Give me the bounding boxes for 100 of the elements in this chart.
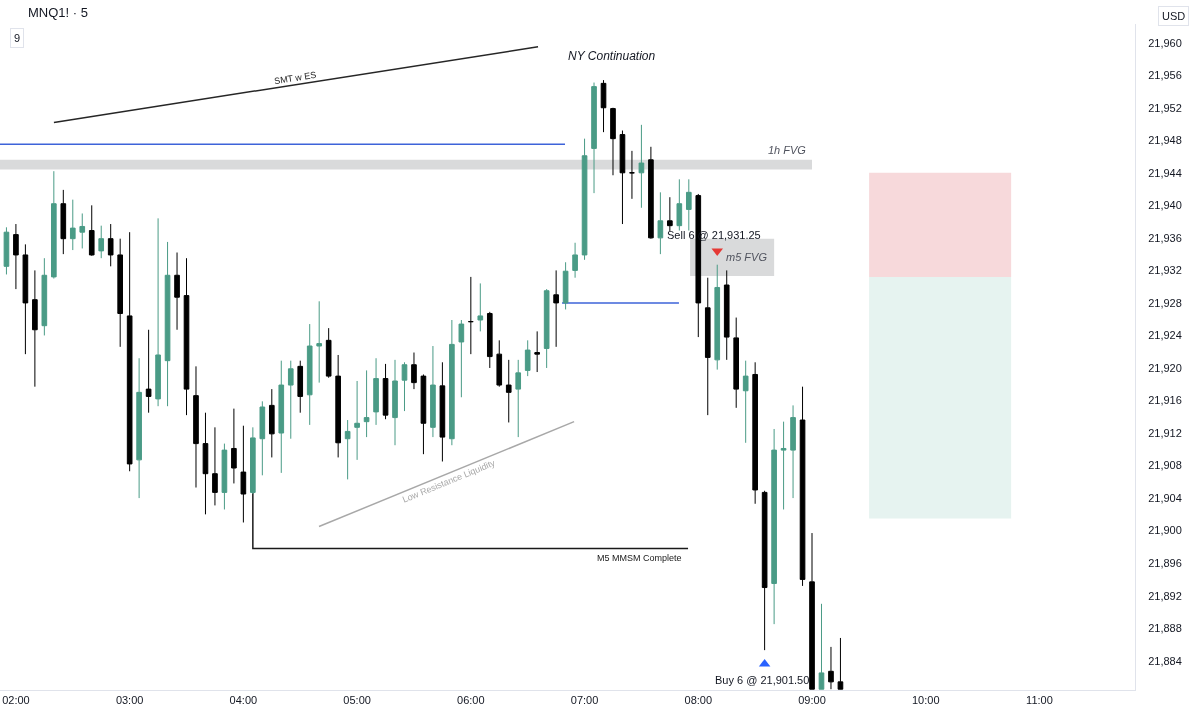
candlestick bbox=[638, 124, 645, 209]
candlestick bbox=[193, 365, 199, 489]
candlestick bbox=[610, 107, 616, 176]
x-tick-label: 08:00 bbox=[684, 694, 713, 707]
annotation: Buy 6 @ 21,901.50 bbox=[715, 674, 810, 686]
candlestick bbox=[392, 359, 398, 446]
candlestick bbox=[316, 300, 323, 384]
series-label: M5 MMSM Complete bbox=[597, 553, 682, 563]
candlestick bbox=[268, 388, 275, 458]
x-tick-label: 04:00 bbox=[229, 694, 258, 707]
y-tick-label: 21,936 bbox=[1148, 231, 1182, 244]
candlestick bbox=[486, 311, 493, 369]
text: SMT w ES bbox=[273, 69, 317, 87]
y-tick-label: 21,956 bbox=[1148, 69, 1182, 82]
candlestick bbox=[126, 231, 133, 472]
candlestick bbox=[411, 352, 417, 390]
candlestick bbox=[401, 361, 408, 412]
candlestick bbox=[155, 217, 161, 407]
y-tick-label: 21,924 bbox=[1148, 329, 1182, 342]
candlestick bbox=[430, 345, 436, 438]
candlestick bbox=[648, 146, 654, 240]
candlestick bbox=[790, 404, 796, 499]
y-tick-label: 21,920 bbox=[1148, 361, 1182, 374]
candlestick bbox=[828, 646, 834, 690]
candlestick bbox=[212, 426, 218, 506]
candlestick bbox=[809, 532, 815, 690]
candlestick bbox=[202, 412, 209, 515]
y-tick-label: 21,916 bbox=[1148, 394, 1182, 407]
y-tick-label: 21,896 bbox=[1148, 556, 1182, 569]
x-tick-label: 10:00 bbox=[911, 694, 940, 707]
x-tick-label: 03:00 bbox=[115, 694, 144, 707]
candlestick bbox=[572, 242, 578, 279]
candlestick bbox=[799, 386, 806, 587]
y-tick-label: 21,940 bbox=[1148, 199, 1182, 212]
candlestick bbox=[287, 360, 294, 440]
candlestick bbox=[183, 257, 190, 416]
candlestick bbox=[657, 191, 664, 255]
y-tick-label: 21,904 bbox=[1148, 491, 1182, 504]
candlestick bbox=[619, 130, 626, 225]
candlestick bbox=[676, 178, 683, 232]
candlestick bbox=[723, 269, 730, 361]
candlestick bbox=[382, 363, 389, 420]
candlestick bbox=[477, 282, 484, 332]
y-tick-label: 21,948 bbox=[1148, 134, 1182, 147]
candlestick bbox=[733, 317, 740, 409]
candlestick bbox=[60, 189, 67, 255]
candlestick bbox=[704, 277, 711, 416]
y-tick-label: 21,952 bbox=[1148, 101, 1182, 114]
candlestick bbox=[515, 359, 522, 438]
x-tick-label: 05:00 bbox=[343, 694, 371, 707]
annotation: 9 bbox=[14, 32, 21, 44]
candlestick bbox=[41, 257, 48, 336]
y-tick-label: 21,888 bbox=[1148, 622, 1182, 635]
candlestick bbox=[3, 226, 10, 275]
candlestick bbox=[752, 361, 758, 505]
annotation: NY Continuation bbox=[568, 49, 656, 63]
candlestick bbox=[164, 241, 171, 407]
candlestick bbox=[534, 330, 540, 373]
candlestick bbox=[449, 319, 455, 446]
candlestick bbox=[259, 400, 266, 476]
x-tick-label: 11:00 bbox=[1026, 694, 1053, 707]
y-tick-label: 21,900 bbox=[1148, 524, 1182, 537]
candlestick bbox=[363, 369, 370, 438]
y-tick-label: 21,932 bbox=[1148, 264, 1182, 277]
candlestick bbox=[837, 637, 844, 690]
candlestick bbox=[221, 443, 228, 510]
candlestick bbox=[145, 329, 152, 414]
y-tick-label: 21,884 bbox=[1148, 654, 1182, 667]
y-tick-label: 21,928 bbox=[1148, 296, 1182, 309]
candlestick bbox=[742, 360, 749, 444]
candlestick bbox=[543, 288, 550, 369]
candlestick bbox=[297, 360, 304, 414]
y-tick-label: 21,960 bbox=[1148, 36, 1182, 49]
candlestick bbox=[714, 264, 721, 371]
candlestick bbox=[335, 354, 341, 458]
x-tick-label: 06:00 bbox=[457, 694, 485, 707]
candlestick bbox=[439, 361, 446, 462]
candlestick bbox=[250, 426, 256, 495]
candlestick bbox=[685, 178, 692, 232]
x-tick-label: 02:00 bbox=[2, 694, 30, 707]
candlestick bbox=[22, 243, 29, 355]
candlestick bbox=[373, 357, 379, 426]
candlestick bbox=[591, 82, 597, 194]
candlestick bbox=[553, 269, 559, 348]
candlestick bbox=[818, 603, 825, 690]
candlestick bbox=[51, 170, 57, 280]
candlestick bbox=[79, 212, 86, 249]
y-tick-label: 21,892 bbox=[1148, 589, 1182, 602]
candlestick bbox=[600, 79, 607, 133]
candlestick bbox=[496, 339, 503, 388]
annotation: m5 FVG bbox=[726, 251, 768, 263]
candlestick bbox=[231, 408, 237, 484]
candlestick bbox=[761, 490, 768, 651]
candlestick bbox=[780, 421, 787, 510]
x-tick-label: 09:00 bbox=[798, 694, 826, 707]
candlestick bbox=[354, 380, 360, 461]
candlestick bbox=[524, 339, 531, 377]
candlestick bbox=[278, 360, 285, 474]
candlestick bbox=[420, 373, 427, 455]
candlestick bbox=[468, 276, 474, 355]
